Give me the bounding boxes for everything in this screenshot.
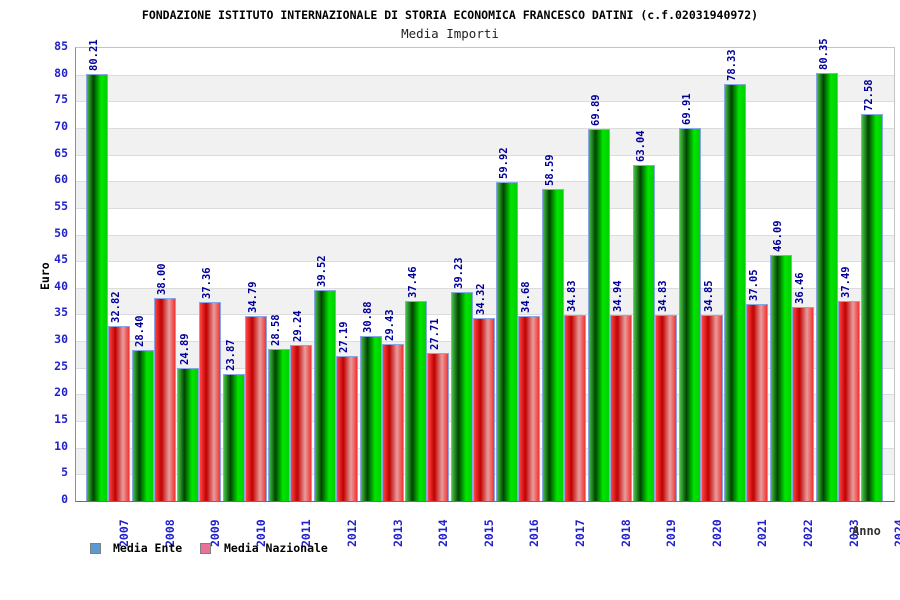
x-axis-title: Anno (852, 524, 881, 538)
plot-area (75, 47, 895, 502)
y-tick-label: 20 (54, 385, 68, 400)
gridline (76, 154, 894, 156)
y-tick-label: 80 (54, 65, 68, 80)
bar-media-nazionale (837, 301, 860, 501)
bar-media-nazionale (609, 314, 632, 501)
y-tick-label: 50 (54, 225, 68, 240)
grid-band (76, 74, 894, 102)
grid-band (76, 154, 894, 182)
bar-media-ente (177, 368, 200, 501)
gridline (76, 74, 894, 76)
y-tick-label: 65 (54, 145, 68, 160)
bar-media-nazionale (244, 315, 267, 501)
y-tick-label: 45 (54, 252, 68, 267)
gridline (76, 287, 894, 289)
grid-band (76, 48, 894, 75)
bar-media-ente (268, 348, 291, 501)
gridline (76, 127, 894, 129)
bar-media-nazionale (381, 344, 404, 501)
grid-band (76, 261, 894, 288)
y-tick-label: 0 (61, 492, 68, 506)
grid-band (76, 101, 894, 128)
y-tick-label: 40 (54, 278, 68, 293)
bar-media-ente (815, 72, 838, 501)
bar-media-nazionale (564, 315, 586, 501)
y-tick-label: 25 (54, 358, 68, 373)
bar-media-ente (496, 181, 519, 501)
bar-media-nazionale (427, 353, 450, 501)
gridline (76, 314, 894, 316)
y-tick-label: 30 (54, 332, 68, 347)
y-tick-label: 60 (54, 172, 68, 187)
bar-media-ente (633, 165, 656, 501)
gridline (76, 207, 894, 209)
legend-label-media-ente: Media Ente (113, 541, 183, 555)
bar-media-ente (314, 290, 336, 501)
bar-media-ente (542, 188, 564, 501)
grid-band (76, 127, 894, 155)
grid-band (76, 181, 894, 208)
legend-swatch-media-nazionale (200, 543, 211, 554)
bar-media-nazionale (336, 356, 358, 501)
bar-media-ente (359, 336, 382, 501)
gridline (76, 234, 894, 236)
bar-media-nazionale (746, 303, 769, 501)
y-tick-label: 85 (54, 39, 68, 53)
bar-media-nazionale (792, 306, 814, 501)
gridline (76, 181, 894, 183)
bar-media-ente (131, 349, 154, 501)
bar-media-ente (678, 128, 701, 501)
gridline (76, 261, 894, 263)
y-tick-label: 10 (54, 438, 68, 453)
bar-media-nazionale (153, 298, 176, 501)
chart-subtitle: Media Importi (401, 26, 499, 41)
y-tick-label: 15 (54, 412, 68, 427)
y-tick-label: 5 (61, 465, 68, 480)
legend-swatch-media-ente (90, 543, 101, 554)
bar-media-ente (724, 83, 747, 501)
bar-media-ente (405, 301, 428, 501)
grid-band (76, 234, 894, 262)
bar-media-nazionale (108, 326, 130, 501)
chart-title: FONDAZIONE ISTITUTO INTERNAZIONALE DI ST… (141, 8, 759, 22)
bar-media-nazionale (290, 345, 313, 501)
bar-media-ente (222, 373, 245, 501)
y-tick-label: 35 (54, 305, 68, 320)
legend-label-media-nazionale: Media Nazionale (224, 541, 328, 555)
bar-media-ente (450, 291, 473, 501)
y-tick-label: 75 (54, 92, 68, 107)
y-tick-label: 55 (54, 198, 68, 213)
bar-media-ente (770, 255, 792, 501)
grid-band (76, 207, 894, 235)
bar-media-nazionale (199, 301, 222, 501)
bar-media-nazionale (518, 316, 541, 501)
bar-media-ente (861, 114, 884, 501)
gridline (76, 101, 894, 103)
bar-media-nazionale (700, 315, 723, 501)
y-tick-label: 70 (54, 118, 68, 133)
bar-media-ente (86, 73, 108, 501)
bar-media-ente (587, 128, 610, 501)
bar-media-nazionale (472, 318, 495, 501)
bar-media-nazionale (655, 315, 678, 501)
